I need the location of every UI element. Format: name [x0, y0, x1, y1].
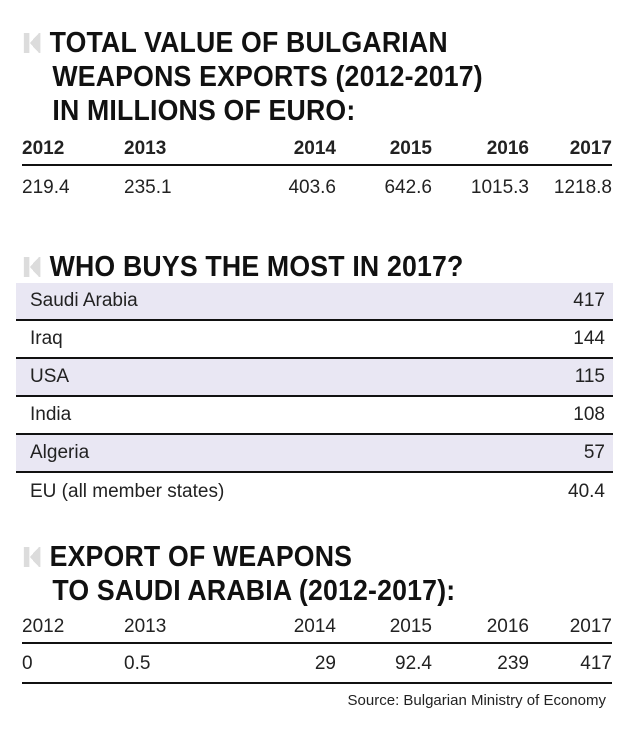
value-cell: 239 [497, 653, 529, 674]
saudi-heading: EXPORT OF WEAPONS TO SAUDI ARABIA (2012-… [22, 540, 565, 608]
saudi-heading-line-2: TO SAUDI ARABIA (2012-2017): [52, 575, 456, 607]
buyer-value: 144 [573, 328, 605, 349]
buyer-country: Saudi Arabia [30, 290, 138, 311]
table-row: Iraq 144 [16, 321, 613, 359]
year-cell: 2017 [569, 138, 612, 159]
buyer-country: India [30, 404, 72, 425]
exports-heading: TOTAL VALUE OF BULGARIAN WEAPONS EXPORTS… [22, 26, 565, 128]
value-cell: 1218.8 [553, 177, 612, 198]
k-logo-icon [22, 32, 42, 54]
value-cell: 642.6 [384, 177, 432, 198]
year-cell: 2013 [124, 616, 167, 637]
exports-heading-line-3: IN MILLIONS OF EURO: [52, 95, 356, 127]
k-logo-icon [22, 546, 42, 568]
year-cell: 2013 [124, 138, 167, 159]
year-cell: 2016 [486, 138, 529, 159]
exports-heading-line-1: TOTAL VALUE OF BULGARIAN [22, 26, 565, 60]
year-cell: 2016 [486, 616, 529, 637]
saudi-values-row: 0 0.5 29 92.4 239 417 [22, 646, 612, 684]
value-cell: 0 [22, 653, 33, 674]
exports-years-row: 2012 2013 2014 2015 2016 2017 [22, 134, 612, 166]
value-cell: 403.6 [288, 177, 336, 198]
exports-heading-line-2: WEAPONS EXPORTS (2012-2017) [52, 61, 483, 93]
source-note: Source: Bulgarian Ministry of Economy [347, 692, 606, 709]
year-cell: 2012 [22, 616, 65, 637]
buyer-country: EU (all member states) [30, 481, 225, 502]
value-cell: 92.4 [395, 653, 432, 674]
buyers-heading: WHO BUYS THE MOST IN 2017? [22, 250, 565, 284]
year-cell: 2014 [293, 138, 336, 159]
value-cell: 235.1 [124, 177, 172, 198]
buyer-value: 115 [574, 366, 605, 387]
k-logo-icon [22, 256, 42, 278]
value-cell: 1015.3 [470, 177, 529, 198]
saudi-years-row: 2012 2013 2014 2015 2016 2017 [22, 612, 612, 644]
exports-values-row: 219.4 235.1 403.6 642.6 1015.3 1218.8 [22, 168, 612, 208]
table-row: Algeria 57 [16, 435, 613, 473]
value-cell: 0.5 [124, 653, 151, 674]
buyer-country: Algeria [30, 442, 90, 463]
buyer-value: 57 [583, 442, 605, 463]
buyers-table: Saudi Arabia 417 Iraq 144 USA 115 India … [16, 283, 613, 511]
buyer-value: 108 [573, 404, 605, 425]
table-row: Saudi Arabia 417 [16, 283, 613, 321]
year-cell: 2015 [389, 138, 432, 159]
year-cell: 2015 [389, 616, 432, 637]
table-row: EU (all member states) 40.4 [16, 473, 613, 511]
year-cell: 2014 [293, 616, 336, 637]
buyer-country: Iraq [30, 328, 63, 349]
buyer-country: USA [30, 366, 70, 387]
table-row: USA 115 [16, 359, 613, 397]
buyers-heading-line: WHO BUYS THE MOST IN 2017? [22, 250, 565, 284]
year-cell: 2012 [22, 138, 65, 159]
buyer-value: 417 [573, 290, 605, 311]
table-row: India 108 [16, 397, 613, 435]
year-cell: 2017 [569, 616, 612, 637]
value-cell: 29 [314, 653, 336, 674]
value-cell: 417 [580, 653, 612, 674]
saudi-heading-line-1: EXPORT OF WEAPONS [22, 540, 565, 574]
buyer-value: 40.4 [568, 481, 605, 502]
value-cell: 219.4 [22, 177, 70, 198]
